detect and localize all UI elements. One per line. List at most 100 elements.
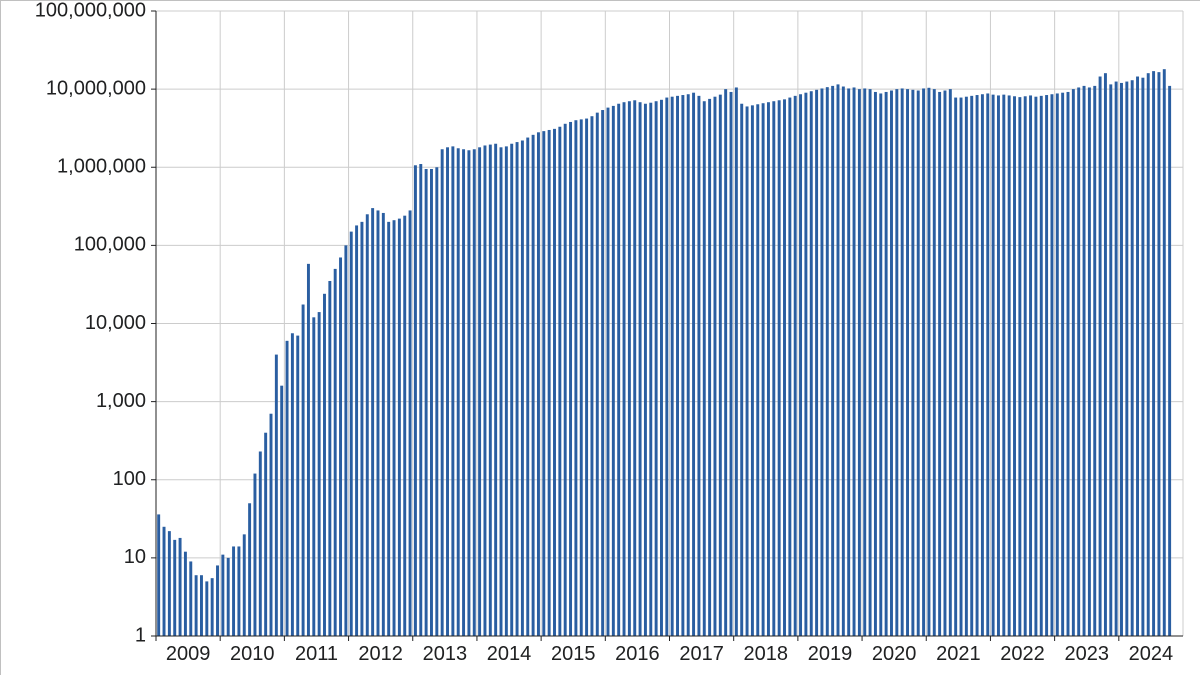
bar (756, 104, 759, 636)
bar (944, 91, 947, 636)
bar (692, 93, 695, 636)
bar (879, 93, 882, 636)
bar (307, 264, 310, 636)
bar (1083, 86, 1086, 636)
y-tick-label: 10,000,000 (46, 77, 146, 99)
bar (1056, 93, 1059, 636)
x-tick-label: 2023 (1064, 643, 1109, 665)
bar (157, 514, 160, 636)
x-tick-label: 2022 (1000, 643, 1045, 665)
bar (409, 210, 412, 636)
bar (676, 96, 679, 636)
bar (344, 245, 347, 636)
bar (243, 534, 246, 636)
bar (660, 100, 663, 636)
bar (906, 89, 909, 636)
bar (703, 101, 706, 636)
bar (1131, 80, 1134, 636)
bar (730, 92, 733, 636)
bar (505, 146, 508, 636)
bar (286, 341, 289, 636)
bar (339, 257, 342, 636)
y-tick-label: 1,000 (96, 390, 146, 412)
bar (1072, 89, 1075, 636)
bar (446, 147, 449, 636)
bar (521, 140, 524, 636)
bar (435, 167, 438, 636)
bar (644, 104, 647, 636)
bar (580, 119, 583, 636)
bar (553, 129, 556, 636)
bar (259, 451, 262, 636)
y-tick-label: 10,000 (85, 312, 146, 334)
bar (1163, 69, 1166, 636)
bar (783, 99, 786, 636)
bar (992, 95, 995, 636)
bar (360, 222, 363, 636)
bar (211, 578, 214, 636)
x-tick-label: 2020 (872, 643, 917, 665)
bar (328, 281, 331, 636)
bar (253, 474, 256, 636)
bar (1050, 94, 1053, 636)
bar (189, 561, 192, 636)
bar (901, 88, 904, 636)
bar (772, 101, 775, 636)
bar (312, 317, 315, 636)
bar (398, 219, 401, 636)
x-tick-label: 2016 (615, 643, 660, 665)
bar (1115, 82, 1118, 636)
bar (762, 103, 765, 636)
y-tick-label: 100,000,000 (35, 1, 146, 21)
bar (713, 97, 716, 636)
bar (163, 527, 166, 636)
bar (168, 531, 171, 636)
y-tick-label: 1,000,000 (57, 156, 146, 178)
bar (858, 89, 861, 636)
bar (275, 355, 278, 636)
bar (671, 97, 674, 636)
bar (949, 89, 952, 636)
bar (1008, 95, 1011, 636)
bar (1104, 73, 1107, 636)
bar (1120, 83, 1123, 636)
bar (810, 91, 813, 636)
bar (590, 116, 593, 636)
bar (221, 555, 224, 636)
x-tick-label: 2009 (166, 643, 211, 665)
bar (366, 214, 369, 636)
bar (687, 94, 690, 636)
bar (890, 91, 893, 636)
bar (382, 213, 385, 636)
bar (986, 93, 989, 636)
bar (815, 90, 818, 636)
bar (516, 142, 519, 636)
bar (708, 99, 711, 636)
bar (248, 503, 251, 636)
bar (537, 132, 540, 636)
bar (494, 144, 497, 636)
bar (564, 124, 567, 636)
bar (280, 386, 283, 636)
x-tick-label: 2012 (358, 643, 403, 665)
bar (473, 149, 476, 636)
bar (179, 538, 182, 636)
bar (173, 540, 176, 636)
bar (430, 169, 433, 636)
bar (387, 222, 390, 636)
bar (724, 89, 727, 636)
bar (1034, 97, 1037, 636)
bar (532, 135, 535, 636)
bar (441, 149, 444, 636)
bar (804, 93, 807, 636)
bar (1147, 73, 1150, 636)
bar (869, 89, 872, 636)
bar (623, 102, 626, 636)
bar (1002, 95, 1005, 636)
bar (1045, 95, 1048, 636)
bar (425, 169, 428, 636)
bar (788, 98, 791, 636)
bar (965, 97, 968, 636)
bar (911, 90, 914, 636)
bar (1152, 71, 1155, 636)
